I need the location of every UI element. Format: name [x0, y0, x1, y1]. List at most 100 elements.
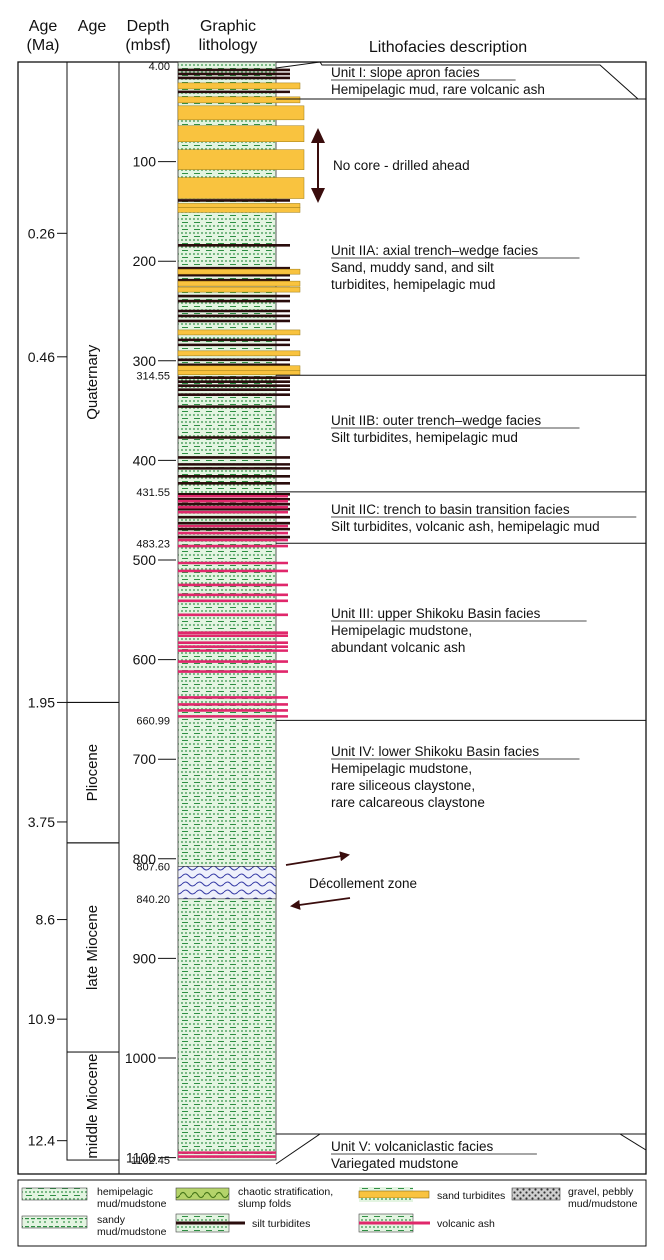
legend-hemipelagic-swatch [21, 1187, 88, 1201]
boundary-depth-label: 660.99 [136, 715, 170, 727]
depth-tick-label: 400 [133, 452, 157, 468]
unit-description-line: turbidites, hemipelagic mud [331, 277, 495, 292]
sand-turbidite-bed [177, 149, 305, 170]
unit-title: Unit V: volcaniclastic facies [331, 1139, 494, 1154]
depth-header-line1: Depth [127, 18, 170, 35]
depth-tick-label: 200 [133, 253, 157, 269]
unit-title: Unit IIC: trench to basin transition fac… [331, 502, 570, 517]
depth-tick-label: 1000 [125, 1050, 156, 1066]
unit-description-line: Silt turbidites, volcanic ash, hemipelag… [331, 519, 600, 534]
sand-turbidite-bed [177, 105, 305, 121]
decollement-arrow-right-icon [285, 851, 350, 866]
sand-turbidite-bed [177, 286, 301, 293]
legend-ash-label: volcanic ash [437, 1218, 495, 1230]
sand-turbidite-bed [177, 350, 301, 357]
unit-description-line: Hemipelagic mudstone, [331, 623, 472, 638]
age-interval-label: middle Miocene [84, 1054, 101, 1159]
legend-sand-label: sand turbidites [437, 1190, 505, 1202]
boundary-depth-label: 807.60 [136, 861, 170, 873]
legend-sandy-swatch [21, 1215, 88, 1229]
age-interval-label: late Miocene [84, 905, 101, 990]
unit-title: Unit IIB: outer trench–wedge facies [331, 413, 541, 428]
legend-sandy-label-2: mud/mudstone [97, 1226, 167, 1238]
age-intervals: Quaternary Pliocene late Miocene middle Mio… [66, 61, 120, 1161]
age-tick-label: 0.46 [28, 349, 55, 365]
boundary-depth-label: 4.00 [149, 61, 170, 73]
boundary-depth-label: 483.23 [136, 538, 170, 550]
legend-sandy-label-1: sandy [97, 1214, 126, 1226]
unit-title: Unit IIA: axial trench–wedge facies [331, 243, 538, 258]
unit-boxes: Unit I: slope apron facies Hemipelagic mu… [275, 61, 647, 1171]
no-core-arrow-up-icon [311, 128, 325, 143]
depth-tick-label: 300 [133, 353, 157, 369]
lithology-header-line1: Graphic [200, 18, 256, 35]
unit-title: Unit III: upper Shikoku Basin facies [331, 606, 541, 621]
sand-turbidite-bed [177, 365, 301, 372]
description-header: Lithofacies description [369, 39, 527, 56]
sand-turbidite-bed [177, 268, 301, 275]
depth-tick-label: 500 [133, 552, 157, 568]
legend-hemipelagic-label-1: hemipelagic [97, 1186, 153, 1198]
legend-chaotic-label-2: slump folds [238, 1198, 291, 1210]
age-tick-label: 3.75 [28, 814, 55, 830]
legend-sand-swatch [358, 1190, 430, 1199]
lithology-column-hemipelagic [177, 61, 277, 1161]
unit-description-line: Sand, muddy sand, and silt [331, 260, 494, 275]
legend-hemipelagic-label-2: mud/mudstone [97, 1198, 167, 1210]
depth-header-line2: (mbsf) [125, 37, 170, 54]
sand-turbidite-bed [177, 82, 301, 90]
lithology-beds [177, 68, 305, 1158]
sand-turbidite-bed [177, 280, 301, 287]
legend-gravel-swatch [511, 1187, 561, 1201]
age-tick-label: 1.95 [28, 694, 55, 710]
depth-ticks: 100 200 300 400 500 600 700 800 900 1000 1100 [125, 154, 176, 1166]
legend-gravel-label-2: mud/mudstone [568, 1198, 638, 1210]
unit-title: Unit I: slope apron facies [331, 65, 480, 80]
age-tick-label: 8.6 [36, 912, 56, 928]
age-ma-header-line1: Age [29, 18, 58, 35]
unit-description-line: rare calcareous claystone [331, 795, 485, 810]
age-interval-box [66, 1051, 120, 1161]
sand-turbidite-bed [177, 207, 301, 213]
boundary-depth-label: 314.55 [136, 370, 170, 382]
depth-tick-label: 800 [133, 851, 157, 867]
no-core-arrow-down-icon [311, 188, 325, 203]
sand-turbidite-bed [177, 125, 305, 142]
unit-title: Unit IV: lower Shikoku Basin facies [331, 744, 539, 759]
decollement-label: Décollement zone [309, 876, 417, 891]
unit-description-line: abundant volcanic ash [331, 640, 465, 655]
lithology-header-line2: lithology [199, 37, 258, 54]
unit-v-bracket [275, 1133, 647, 1165]
age-interval-label: Pliocene [84, 744, 101, 802]
decollement-arrow-left-icon [290, 897, 351, 910]
age-tick-label: 0.26 [28, 225, 55, 241]
age-tick-label: 10.9 [28, 1011, 55, 1027]
sand-turbidite-bed [177, 370, 301, 376]
no-core-label: No core - drilled ahead [333, 158, 470, 173]
sand-turbidite-bed [177, 96, 301, 104]
no-core-annotation: No core - drilled ahead [311, 128, 470, 203]
depth-tick-label: 1100 [126, 1150, 156, 1166]
sand-turbidite-bed [177, 177, 305, 199]
legend-gravel-label-1: gravel, pebbly [568, 1186, 634, 1198]
sand-turbidite-bed [177, 203, 301, 208]
depth-tick-label: 700 [133, 751, 157, 767]
depth-tick-label: 900 [133, 950, 157, 966]
unit-description-line: Hemipelagic mud, rare volcanic ash [331, 82, 545, 97]
unit-description-line: Hemipelagic mudstone, [331, 761, 472, 776]
age-header: Age [78, 18, 107, 35]
boundary-depth-label: 1102.45 [131, 1155, 170, 1167]
age-interval-label: Quaternary [84, 344, 101, 420]
unit-description-line: Silt turbidites, hemipelagic mud [331, 430, 518, 445]
decollement-annotation: Décollement zone [285, 851, 417, 910]
column-headers: Age (Ma) Age Depth (mbsf) Graphic lithol… [27, 18, 528, 56]
diagram-frame [17, 61, 647, 1175]
legend-chaotic-swatch [175, 1187, 230, 1201]
legend-sand-context-bottom [359, 1198, 413, 1202]
depth-tick-label: 600 [133, 652, 157, 668]
unit-i-bracket [275, 61, 639, 100]
legend: hemipelagic mud/mudstone chaotic stratif… [17, 1179, 647, 1247]
age-tick-label: 12.4 [28, 1133, 55, 1149]
boundary-depth-label: 431.55 [136, 487, 170, 499]
